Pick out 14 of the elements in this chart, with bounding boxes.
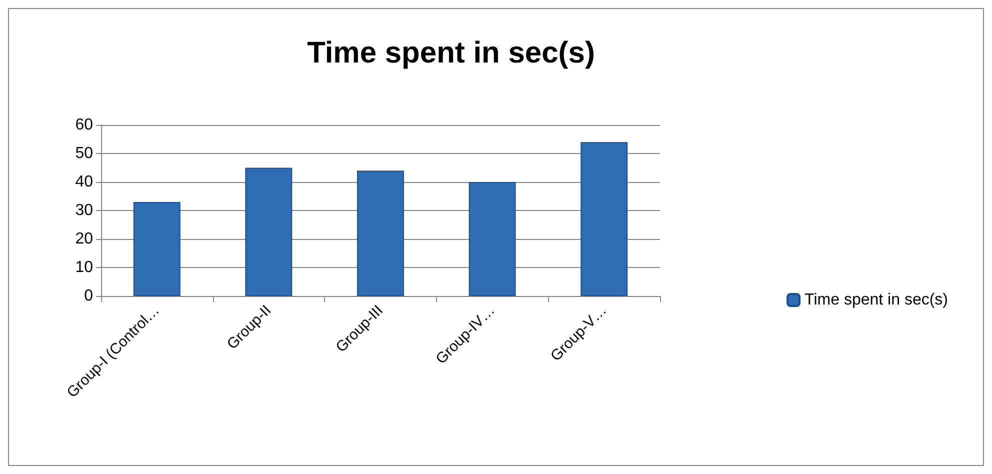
y-tick-label: 20	[75, 230, 94, 248]
y-tick-label: 10	[75, 259, 94, 276]
legend-label: Time spent in sec(s)	[804, 292, 948, 308]
y-tick-label: 0	[84, 288, 94, 304]
bar	[580, 142, 628, 296]
bar	[245, 168, 292, 296]
bar	[468, 182, 516, 296]
y-tick-label: 30	[75, 202, 94, 219]
y-tick-label: 50	[75, 145, 94, 162]
chart-title: Time spent in sec(s)	[307, 36, 595, 70]
y-tick-label: 40	[75, 174, 94, 190]
bar	[357, 170, 404, 296]
y-tick-label: 60	[75, 116, 94, 134]
bar	[133, 202, 180, 296]
